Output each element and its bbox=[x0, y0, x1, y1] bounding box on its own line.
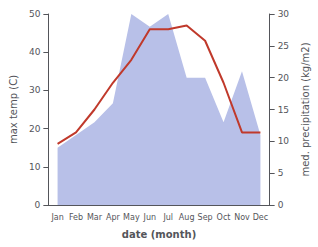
svg-text:Apr: Apr bbox=[106, 213, 121, 222]
svg-text:40: 40 bbox=[29, 47, 41, 57]
svg-text:50: 50 bbox=[29, 9, 41, 19]
svg-text:Sep: Sep bbox=[198, 213, 213, 222]
svg-text:Aug: Aug bbox=[179, 213, 195, 222]
svg-text:20: 20 bbox=[278, 73, 290, 83]
svg-text:Feb: Feb bbox=[69, 213, 83, 222]
svg-text:Jan: Jan bbox=[50, 213, 63, 222]
svg-text:date (month): date (month) bbox=[122, 229, 196, 240]
svg-text:Oct: Oct bbox=[217, 213, 231, 222]
svg-text:May: May bbox=[123, 213, 140, 222]
svg-text:30: 30 bbox=[29, 85, 41, 95]
svg-text:med. precipitation (kg/m2): med. precipitation (kg/m2) bbox=[300, 42, 311, 176]
svg-text:Jun: Jun bbox=[143, 213, 157, 222]
svg-text:25: 25 bbox=[278, 41, 289, 51]
svg-text:0: 0 bbox=[278, 200, 284, 210]
svg-text:Jul: Jul bbox=[162, 213, 173, 222]
svg-text:20: 20 bbox=[29, 124, 41, 134]
svg-text:Dec: Dec bbox=[253, 213, 268, 222]
svg-text:15: 15 bbox=[278, 105, 289, 115]
svg-text:Mar: Mar bbox=[87, 213, 103, 222]
svg-text:max temp (C): max temp (C) bbox=[8, 75, 19, 144]
svg-text:Nov: Nov bbox=[234, 213, 250, 222]
svg-text:0: 0 bbox=[35, 200, 41, 210]
svg-text:10: 10 bbox=[29, 162, 41, 172]
svg-text:30: 30 bbox=[278, 9, 290, 19]
svg-text:5: 5 bbox=[278, 168, 284, 178]
svg-text:10: 10 bbox=[278, 136, 290, 146]
